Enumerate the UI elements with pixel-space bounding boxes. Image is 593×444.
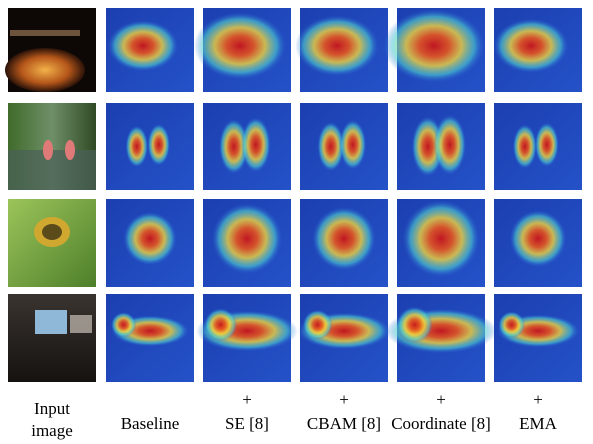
input-image-detail [42, 224, 62, 240]
heatmap-activation [302, 309, 333, 340]
heatmap-activation [339, 119, 367, 170]
heatmap-activation [110, 312, 137, 338]
heatmap-activation [509, 210, 567, 268]
heatmap-activation [193, 12, 287, 80]
heatmap-activation [123, 211, 177, 266]
input-image-detail [8, 150, 96, 190]
input-image-detail [10, 30, 80, 36]
input-image-detail [35, 310, 67, 334]
heatmap-activation [317, 121, 345, 172]
heatmap-activation [241, 117, 271, 173]
column-plus: + [242, 390, 252, 409]
heatmap-activation [147, 123, 171, 166]
heatmap-activation [402, 200, 480, 278]
input-images [5, 8, 96, 382]
heatmap-activation [203, 308, 238, 342]
column-label: SE [8] [225, 414, 269, 433]
heatmap-activation [125, 125, 149, 168]
column-plus: + [436, 390, 446, 409]
heatmap-activation [312, 206, 376, 271]
heatmap-activation [107, 20, 179, 72]
column-plus: + [533, 390, 543, 409]
input-image-detail [5, 48, 85, 92]
column-label: Coordinate [8] [391, 414, 491, 433]
input-image-detail [70, 315, 92, 333]
heatmap-activation [433, 114, 466, 175]
heatmap-activation [512, 124, 537, 169]
column-label: Baseline [120, 414, 180, 433]
input-image-detail [43, 140, 53, 160]
heatmap-activation [498, 311, 526, 339]
heatmap-activation [295, 15, 379, 77]
image-grid [5, 8, 582, 382]
heatmap-activation [493, 18, 569, 73]
input-image-detail [65, 140, 75, 160]
heatmap-activation [534, 122, 559, 167]
heatmaps [106, 8, 582, 382]
heatmap-activation [211, 203, 283, 274]
column-plus: + [339, 390, 349, 409]
column-label: CBAM [8] [306, 414, 382, 433]
column-label: EMA [519, 414, 557, 433]
heatmap-activation [396, 306, 433, 344]
column-label: Input image [31, 399, 73, 440]
heatmap-activation [383, 9, 485, 83]
heatmap-activation [219, 119, 249, 174]
input-image [8, 294, 96, 382]
